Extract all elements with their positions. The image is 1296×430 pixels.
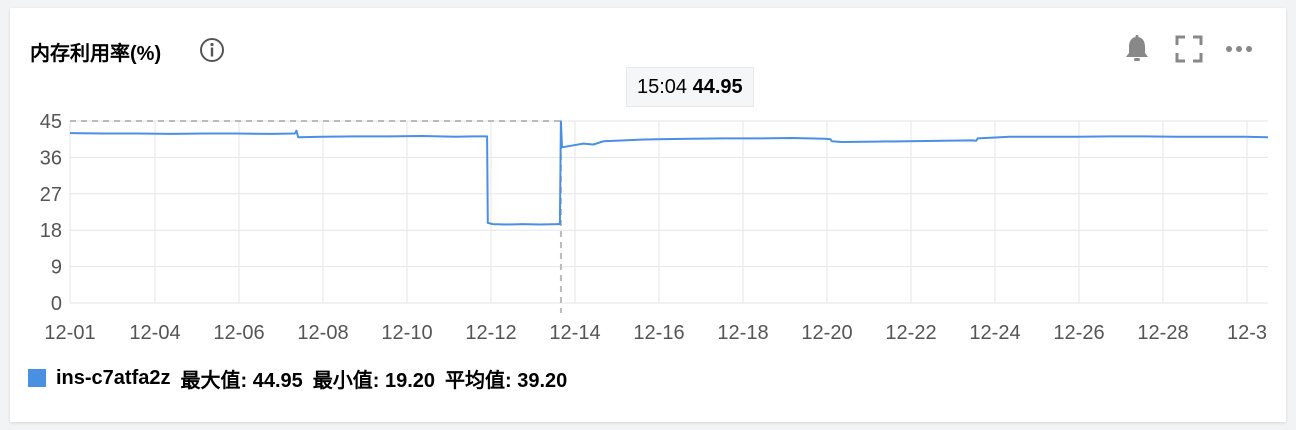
y-tick-label: 9 bbox=[51, 257, 62, 279]
x-tick-label: 12-01 bbox=[44, 322, 95, 344]
legend-min: 最小值: 19.20 bbox=[312, 369, 436, 392]
y-tick-label: 0 bbox=[51, 293, 62, 315]
x-tick-label: 12-3 bbox=[1227, 322, 1267, 344]
series-line bbox=[69, 120, 1269, 226]
x-tick-label: 12-12 bbox=[465, 322, 516, 344]
x-tick-label: 12-04 bbox=[129, 322, 180, 344]
legend-max: 最大值: 44.95 bbox=[180, 369, 303, 392]
x-tick-label: 12-08 bbox=[297, 322, 348, 344]
fullscreen-icon[interactable] bbox=[1172, 34, 1206, 64]
panel-title: 内存利用率(%) bbox=[30, 43, 162, 65]
y-tick-label: 45 bbox=[40, 111, 62, 133]
more-icon[interactable] bbox=[1222, 34, 1256, 64]
info-icon[interactable] bbox=[199, 37, 225, 63]
tooltip-time: 15:04 bbox=[637, 76, 688, 98]
x-tick-label: 12-10 bbox=[381, 322, 432, 344]
x-tick-label: 12-06 bbox=[213, 322, 264, 344]
x-tick-label: 12-14 bbox=[549, 322, 600, 344]
x-tick-label: 12-16 bbox=[633, 322, 684, 344]
chart-tooltip: 15:04 44.95 bbox=[626, 67, 754, 107]
legend-avg: 平均值: 39.20 bbox=[445, 369, 568, 392]
x-tick-label: 12-28 bbox=[1137, 322, 1188, 344]
bell-icon[interactable] bbox=[1120, 34, 1154, 64]
tooltip-value: 44.95 bbox=[692, 76, 743, 98]
x-tick-label: 12-26 bbox=[1053, 322, 1104, 344]
y-tick-label: 27 bbox=[40, 184, 62, 206]
x-tick-label: 12-24 bbox=[969, 322, 1020, 344]
y-tick-label: 18 bbox=[40, 220, 62, 242]
legend-series-name: ins-c7atfa2z bbox=[56, 366, 171, 389]
chart-legend[interactable]: ins-c7atfa2z 最大值: 44.95 最小值: 19.20 平均值: … bbox=[28, 365, 577, 392]
x-tick-label: 12-22 bbox=[885, 322, 936, 344]
x-tick-label: 12-18 bbox=[717, 322, 768, 344]
x-tick-label: 12-20 bbox=[801, 322, 852, 344]
y-tick-label: 36 bbox=[40, 147, 62, 169]
legend-swatch bbox=[28, 369, 46, 387]
